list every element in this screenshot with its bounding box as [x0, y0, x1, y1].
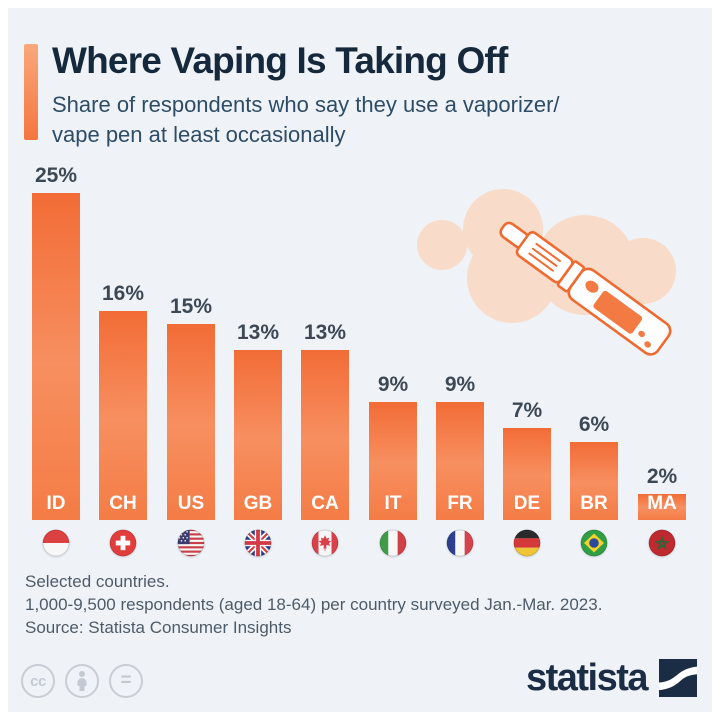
license-badges: cc =: [21, 664, 143, 698]
brazil-flag: [580, 529, 608, 557]
morocco-flag: [648, 529, 676, 557]
bar-it: IT: [369, 402, 417, 520]
no-derivatives-icon: =: [109, 664, 143, 698]
bar-value-label: 9%: [444, 373, 476, 396]
bar-ma: MA: [638, 493, 686, 520]
bar-id: ID: [32, 193, 80, 520]
bar-fr: FR: [436, 402, 484, 520]
vape-pen-illustration: [417, 189, 676, 356]
canada-flag: [311, 529, 339, 557]
bar-country-code: CH: [109, 493, 137, 514]
vape-pen-icon: [499, 221, 672, 356]
bar-us: US: [167, 324, 215, 520]
note-methodology: 1,000-9,500 respondents (aged 18-64) per…: [25, 595, 603, 614]
united-states-flag: [177, 529, 205, 557]
bar-country-code: CA: [311, 493, 339, 514]
bar-br: BR: [570, 442, 618, 520]
bar-ch: CH: [99, 311, 147, 520]
bar-country-code: BR: [580, 493, 608, 514]
source-line: Source: Statista Consumer Insights: [25, 618, 292, 637]
attribution-person-icon: [65, 664, 99, 698]
page-title: Where Vaping Is Taking Off: [52, 40, 508, 81]
bar-country-code: DE: [513, 493, 541, 514]
subtitle-line-2: vape pen at least occasionally: [52, 122, 346, 147]
bar-value-label: 2%: [646, 465, 678, 488]
bar-country-code: FR: [447, 493, 473, 514]
chart-subtitle: Share of respondents who say they use a …: [52, 90, 560, 150]
note-selected-countries: Selected countries.: [25, 572, 170, 591]
statista-logo-mark: [659, 659, 697, 697]
bar-country-code: ID: [46, 493, 66, 514]
bar-value-label: 13%: [303, 321, 347, 344]
bar-country-code: US: [177, 493, 205, 514]
switzerland-flag: [109, 529, 137, 557]
italy-flag: [379, 529, 407, 557]
statista-logo: statista: [526, 658, 697, 698]
bar-ca: CA: [301, 350, 349, 520]
bar-country-code: MA: [647, 493, 677, 514]
france-flag: [446, 529, 474, 557]
germany-flag: [513, 529, 541, 557]
indonesia-flag: [42, 529, 70, 557]
bar-value-label: 9%: [377, 373, 409, 396]
bar-value-label: 25%: [34, 164, 78, 187]
bar-de: DE: [503, 428, 551, 520]
bar-value-label: 16%: [101, 282, 145, 305]
bar-value-label: 15%: [169, 295, 213, 318]
bar-gb: GB: [234, 350, 282, 520]
cc-icon: cc: [21, 664, 55, 698]
bar-country-code: IT: [384, 493, 402, 514]
bar-value-label: 13%: [236, 321, 280, 344]
accent-bar: [24, 44, 38, 140]
subtitle-line-1: Share of respondents who say they use a …: [52, 92, 560, 117]
footer-notes: Selected countries. 1,000-9,500 responde…: [25, 570, 602, 639]
statista-wordmark: statista: [525, 657, 649, 699]
bar-country-code: GB: [243, 493, 273, 514]
bar-value-label: 6%: [578, 413, 610, 436]
united-kingdom-flag: [244, 529, 272, 557]
bar-value-label: 7%: [511, 399, 543, 422]
